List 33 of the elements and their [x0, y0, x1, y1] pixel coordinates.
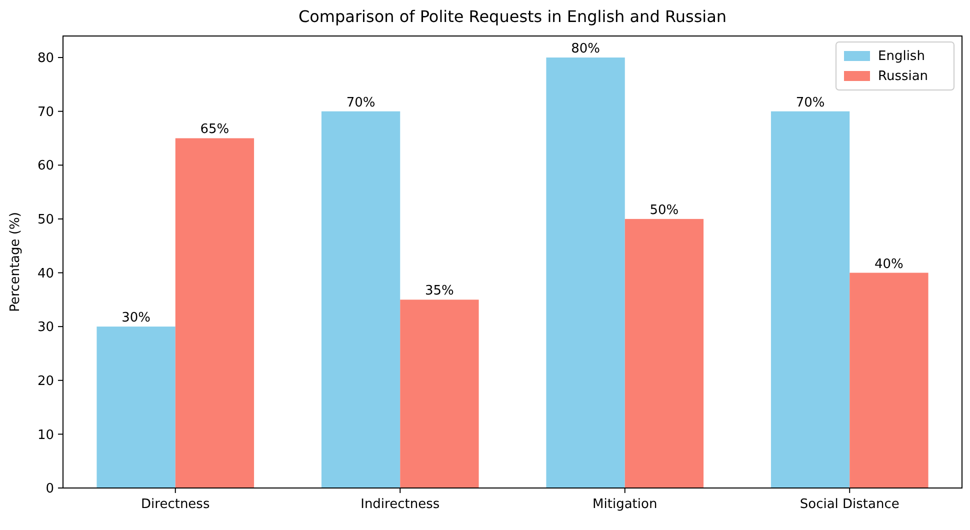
bar [400, 300, 479, 488]
bar [175, 138, 254, 488]
data-label: 50% [650, 202, 679, 218]
bar [624, 218, 704, 488]
y-tick-label: 30 [37, 320, 54, 336]
y-tick-label: 40 [37, 266, 54, 282]
data-label: 80% [571, 42, 600, 57]
legend-label: Russian [878, 69, 928, 84]
data-label: 65% [200, 122, 230, 138]
bar [96, 326, 176, 488]
bar [850, 272, 928, 488]
x-tick-label: Mitigation [592, 497, 658, 512]
data-label: 70% [346, 95, 376, 110]
legend-label: English [878, 49, 925, 64]
data-label: 35% [425, 284, 454, 299]
y-tick-label: 80 [37, 51, 54, 66]
y-tick-label: 0 [46, 482, 54, 497]
y-tick-label: 50 [37, 212, 54, 228]
y-tick-label: 60 [37, 158, 54, 174]
bar [770, 111, 850, 488]
data-label: 30% [122, 310, 150, 326]
x-tick-label: Indirectness [360, 497, 440, 512]
bar [321, 111, 400, 488]
y-axis-title: Percentage (%) [8, 212, 23, 312]
chart-title: Comparison of Polite Requests in English and Russian [298, 7, 727, 26]
bar [546, 58, 625, 488]
data-label: 40% [874, 256, 904, 272]
x-tick-label: Directness [141, 497, 210, 512]
x-tick-label: Social Distance [800, 497, 900, 512]
y-tick-label: 10 [37, 428, 54, 443]
data-label: 70% [796, 95, 825, 110]
y-tick-label: 20 [37, 374, 54, 389]
y-tick-label: 70 [37, 104, 54, 120]
